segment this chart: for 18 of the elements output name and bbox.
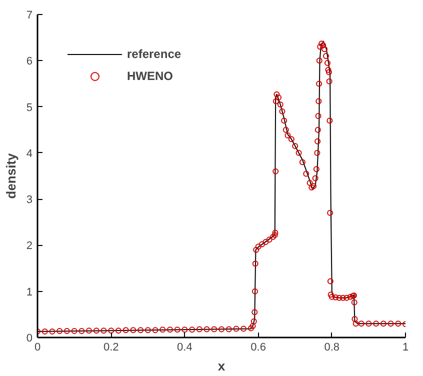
y-tick-label: 7 (26, 10, 33, 22)
y-tick-label: 0 (26, 332, 33, 344)
y-tick-label: 3 (26, 194, 33, 206)
y-tick-label: 6 (26, 56, 33, 68)
x-tick-label: 0.4 (177, 342, 192, 354)
y-tick-label: 5 (26, 102, 33, 114)
x-tick-label: 1 (402, 342, 409, 354)
y-tick-label: 4 (26, 148, 33, 160)
x-tick-label: 0.8 (324, 342, 340, 354)
y-tick-label: 2 (26, 240, 33, 252)
x-tick-label: 0 (34, 342, 41, 354)
legend-label: reference (127, 47, 182, 61)
x-tick-label: 0.6 (250, 342, 266, 354)
y-tick-label: 1 (26, 286, 33, 298)
legend-label: HWENO (127, 69, 173, 83)
y-axis-title: density (3, 152, 18, 199)
x-tick-label: 0.2 (103, 342, 119, 354)
x-axis-title: x (218, 358, 226, 374)
